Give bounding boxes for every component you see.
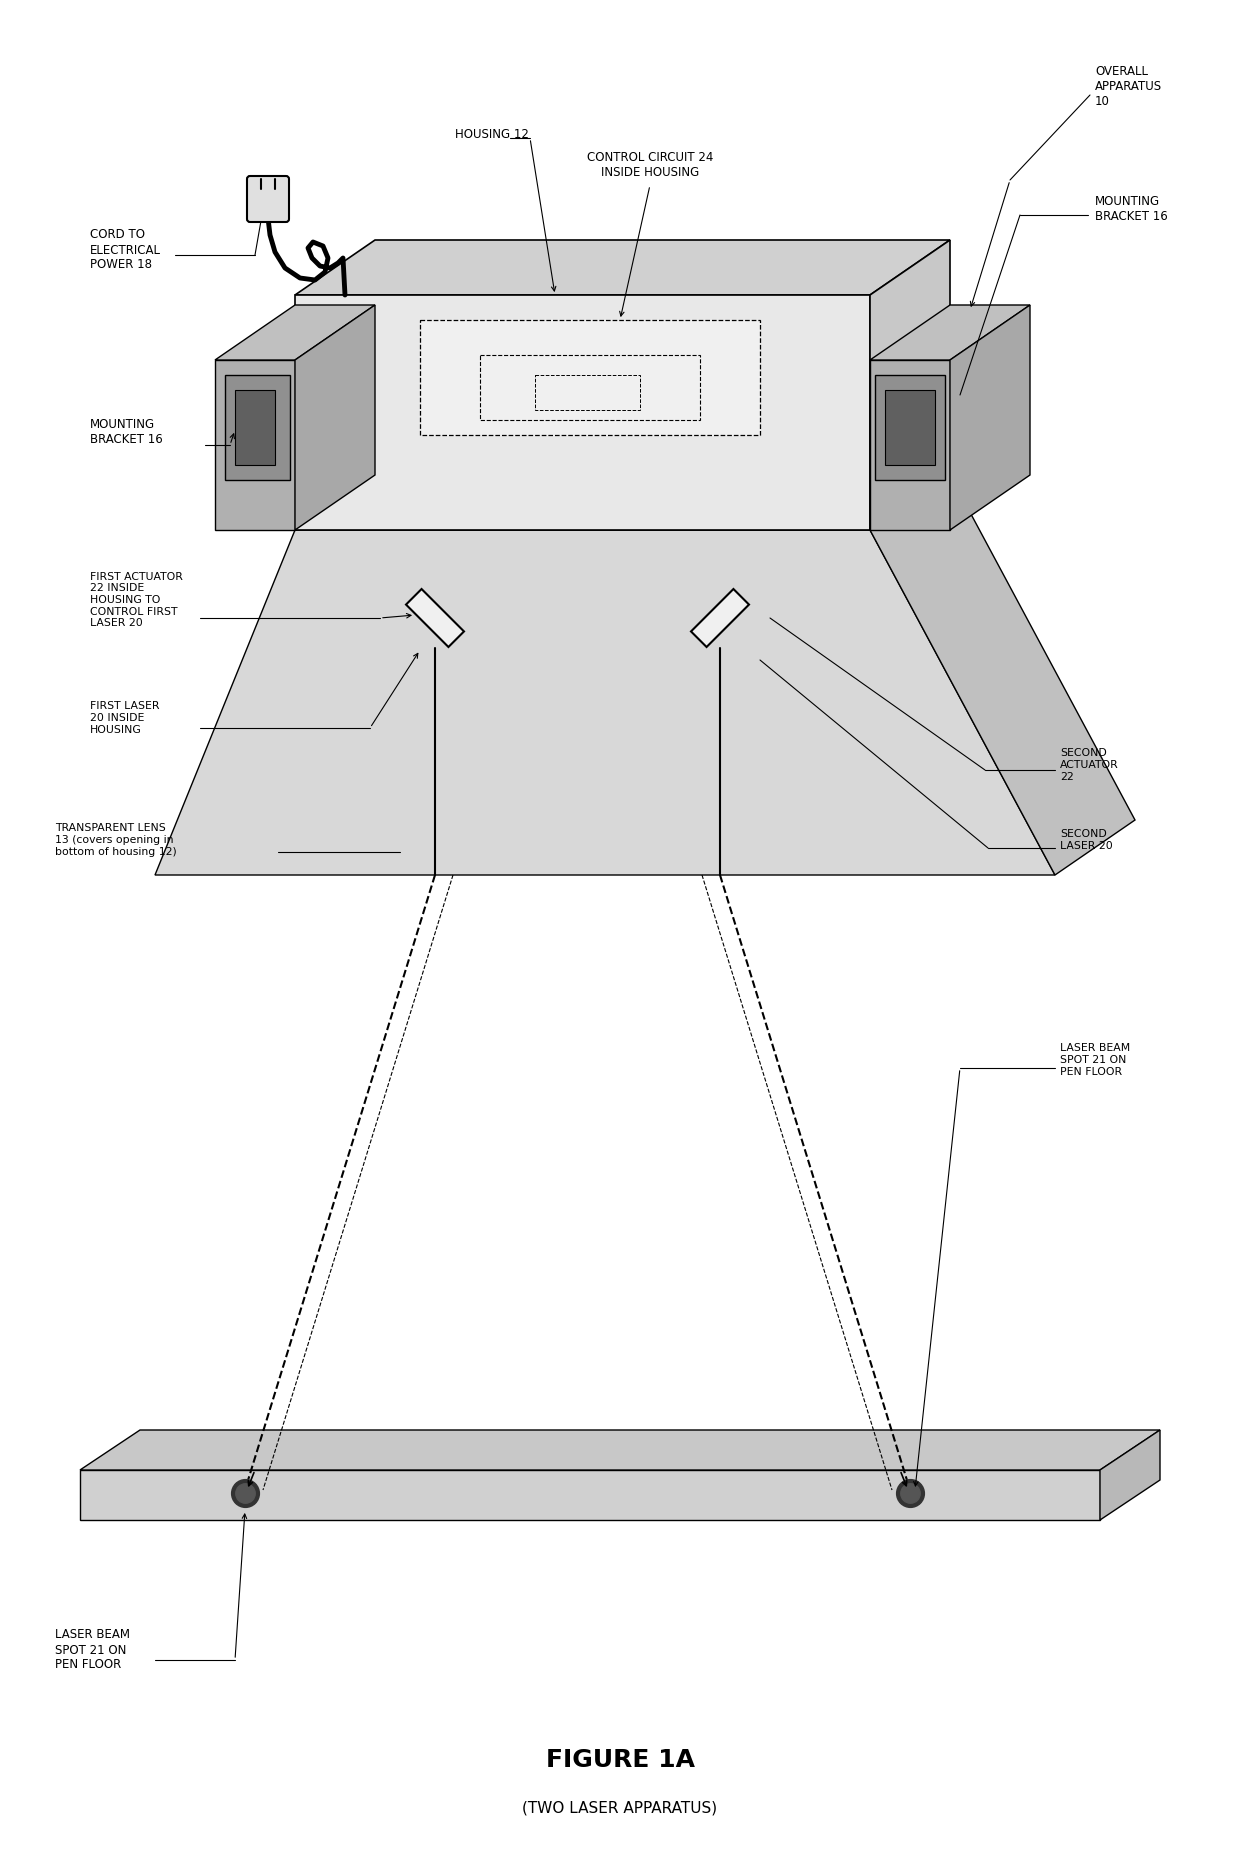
Polygon shape [155,530,1055,874]
Polygon shape [236,389,275,464]
Text: TRANSPARENT LENS
13 (covers opening in
bottom of housing 12): TRANSPARENT LENS 13 (covers opening in b… [55,824,177,857]
Text: SECOND
LASER 20: SECOND LASER 20 [1060,829,1112,850]
Polygon shape [1100,1430,1159,1520]
Text: CORD TO
ELECTRICAL
POWER 18: CORD TO ELECTRICAL POWER 18 [91,228,161,271]
Text: LASER BEAM
SPOT 21 ON
PEN FLOOR: LASER BEAM SPOT 21 ON PEN FLOOR [55,1629,130,1672]
Text: MOUNTING
BRACKET 16: MOUNTING BRACKET 16 [91,417,162,446]
Polygon shape [870,475,1135,874]
Polygon shape [295,240,950,296]
Polygon shape [885,389,935,464]
Polygon shape [224,374,290,479]
Polygon shape [534,374,640,410]
Polygon shape [870,359,950,530]
Text: FIRST LASER
20 INSIDE
HOUSING: FIRST LASER 20 INSIDE HOUSING [91,702,160,734]
Polygon shape [691,590,749,648]
Polygon shape [295,305,374,530]
Text: HOUSING 12: HOUSING 12 [455,129,529,142]
Text: FIRST ACTUATOR
22 INSIDE
HOUSING TO
CONTROL FIRST
LASER 20: FIRST ACTUATOR 22 INSIDE HOUSING TO CONT… [91,571,182,629]
Text: LASER BEAM
SPOT 21 ON
PEN FLOOR: LASER BEAM SPOT 21 ON PEN FLOOR [1060,1043,1130,1076]
Polygon shape [420,320,760,434]
FancyBboxPatch shape [247,176,289,223]
Text: OVERALL
APPARATUS
10: OVERALL APPARATUS 10 [1095,66,1162,109]
Polygon shape [81,1470,1100,1520]
Text: SECOND
ACTUATOR
22: SECOND ACTUATOR 22 [1060,749,1118,782]
Polygon shape [950,305,1030,530]
Polygon shape [215,305,374,359]
Text: FIGURE 1A: FIGURE 1A [546,1748,694,1773]
Polygon shape [875,374,945,479]
Polygon shape [81,1430,1159,1470]
Polygon shape [295,296,870,530]
Polygon shape [405,590,464,648]
Polygon shape [215,359,295,530]
Text: MOUNTING
BRACKET 16: MOUNTING BRACKET 16 [1095,195,1168,223]
Polygon shape [480,356,701,419]
Text: (TWO LASER APPARATUS): (TWO LASER APPARATUS) [522,1801,718,1816]
Polygon shape [870,305,1030,359]
Polygon shape [295,475,950,530]
Text: CONTROL CIRCUIT 24
INSIDE HOUSING: CONTROL CIRCUIT 24 INSIDE HOUSING [587,152,713,180]
Polygon shape [870,240,950,530]
